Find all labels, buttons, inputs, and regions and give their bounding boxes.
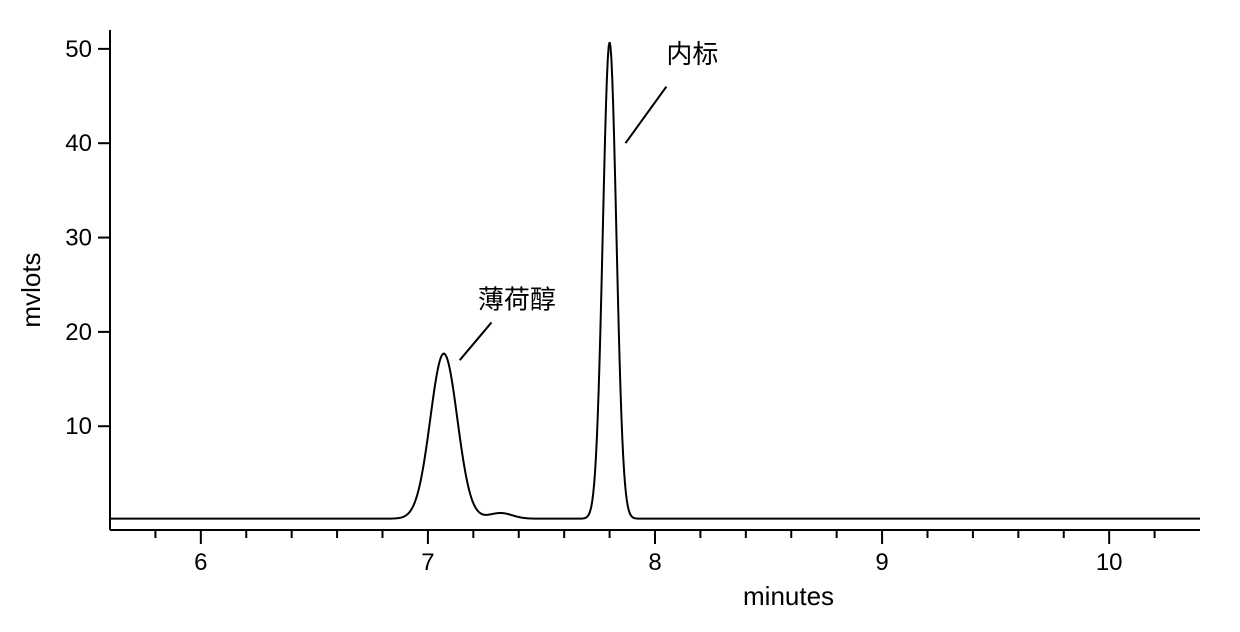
x-tick-label: 7 — [421, 549, 434, 576]
chromatogram-chart: 6 7 8 9 10 10 20 30 40 50 minutes mvlots 薄荷醇 内标 — [0, 0, 1240, 632]
x-tick-label: 8 — [648, 549, 661, 576]
y-axis-title: mvlots — [16, 252, 46, 327]
y-tick-label: 40 — [65, 130, 92, 157]
peak-label-0: 薄荷醇 — [478, 284, 556, 314]
y-tick-label: 30 — [65, 225, 92, 252]
y-tick-label: 50 — [65, 36, 92, 63]
x-tick-label: 6 — [194, 549, 207, 576]
y-tick-label: 10 — [65, 413, 92, 440]
chart-svg: 6 7 8 9 10 10 20 30 40 50 minutes mvlots 薄荷醇 内标 — [0, 0, 1240, 632]
chromatogram-trace — [110, 42, 1200, 518]
x-axis-title: minutes — [743, 581, 834, 611]
peak-label-1: 内标 — [666, 39, 718, 69]
x-tick-label: 10 — [1096, 549, 1123, 576]
y-tick-label: 20 — [65, 319, 92, 346]
x-tick-label: 9 — [875, 549, 888, 576]
peak-pointer-0 — [460, 322, 492, 360]
peak-pointer-1 — [625, 87, 666, 144]
